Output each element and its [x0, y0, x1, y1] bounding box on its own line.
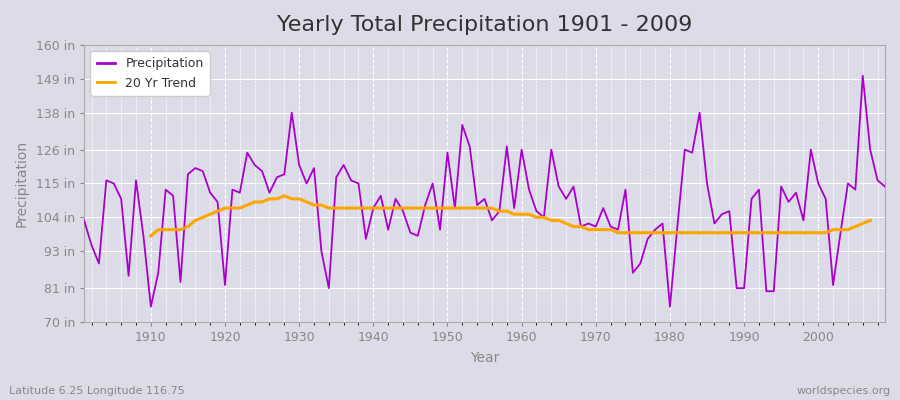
Text: worldspecies.org: worldspecies.org	[796, 386, 891, 396]
Y-axis label: Precipitation: Precipitation	[15, 140, 29, 227]
Text: Latitude 6.25 Longitude 116.75: Latitude 6.25 Longitude 116.75	[9, 386, 184, 396]
Title: Yearly Total Precipitation 1901 - 2009: Yearly Total Precipitation 1901 - 2009	[277, 15, 692, 35]
Legend: Precipitation, 20 Yr Trend: Precipitation, 20 Yr Trend	[90, 51, 210, 96]
X-axis label: Year: Year	[470, 351, 500, 365]
